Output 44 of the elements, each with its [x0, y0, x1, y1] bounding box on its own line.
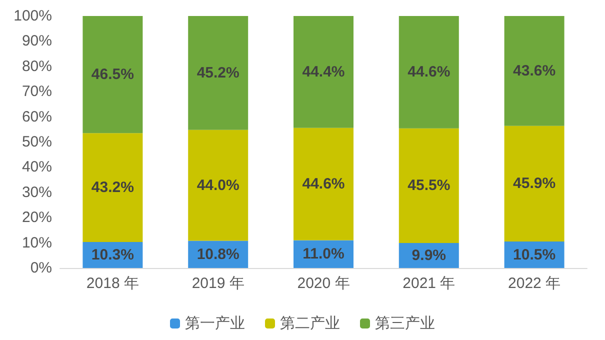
- x-tick-label: 2020 年: [297, 275, 350, 292]
- bar: [82, 133, 143, 242]
- data-label: 45.9%: [513, 175, 556, 192]
- data-label: 44.0%: [196, 176, 240, 194]
- data-label: 45.5%: [408, 177, 450, 194]
- y-tick-label: 20%: [22, 209, 52, 226]
- x-tick-label: 2022 年: [508, 275, 561, 292]
- data-label: 10.5%: [513, 246, 556, 264]
- data-label: 44.4%: [302, 63, 345, 80]
- data-label: 11.0%: [302, 246, 344, 263]
- bar: [398, 16, 459, 128]
- y-tick-label: 10%: [22, 234, 52, 252]
- legend-label: 第一产业: [185, 315, 245, 332]
- data-label: 45.2%: [196, 64, 240, 82]
- bar: [82, 16, 143, 134]
- data-label: 43.2%: [91, 179, 134, 196]
- data-label: 43.6%: [513, 62, 556, 80]
- y-tick-label: 40%: [22, 158, 52, 176]
- legend-label: 第三产业: [375, 315, 435, 332]
- legend-label: 第二产业: [280, 315, 340, 332]
- x-tick-label: 2019 年: [192, 275, 244, 292]
- y-tick-label: 50%: [22, 134, 52, 150]
- x-tick-label: 2021 年: [402, 275, 456, 292]
- data-label: 9.9%: [412, 247, 446, 264]
- data-label: 46.5%: [91, 66, 134, 84]
- y-tick-label: 60%: [22, 108, 52, 126]
- data-label: 44.6%: [302, 176, 345, 193]
- y-tick-label: 100%: [14, 8, 52, 24]
- data-label: 10.8%: [196, 246, 240, 263]
- y-tick-label: 0%: [30, 260, 52, 276]
- bar: [188, 16, 248, 130]
- bar: [504, 16, 564, 126]
- data-label: 44.6%: [408, 64, 450, 81]
- bar: [504, 126, 564, 242]
- y-tick-label: 80%: [22, 58, 52, 75]
- data-label: 10.3%: [91, 246, 134, 264]
- bar: [398, 128, 459, 244]
- bar: [294, 128, 354, 240]
- y-tick-label: 70%: [22, 83, 52, 100]
- x-tick-label: 2018 年: [86, 275, 139, 292]
- bar: [188, 130, 248, 241]
- y-tick-label: 90%: [22, 32, 52, 50]
- y-tick-label: 30%: [22, 184, 52, 201]
- bar: [294, 16, 354, 128]
